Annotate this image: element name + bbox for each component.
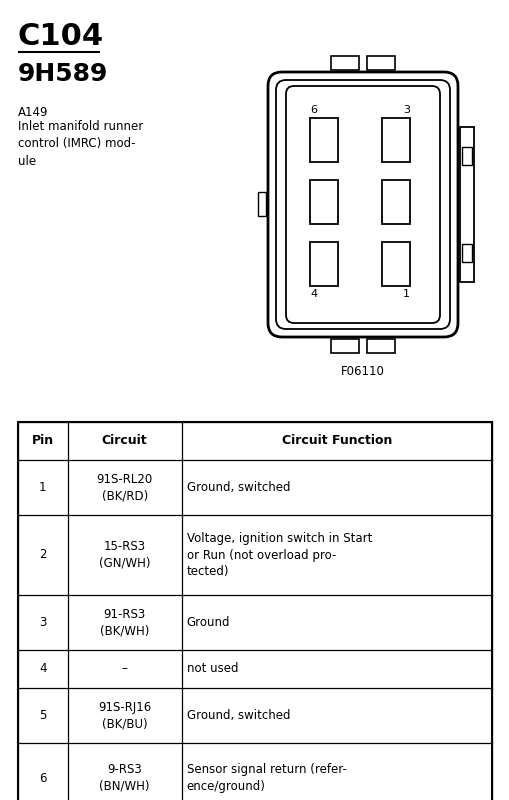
FancyBboxPatch shape	[286, 86, 439, 323]
Text: Voltage, ignition switch in Start
or Run (not overload pro-
tected): Voltage, ignition switch in Start or Run…	[186, 532, 371, 578]
Text: 2: 2	[39, 549, 46, 562]
Text: 5: 5	[39, 709, 46, 722]
Text: Circuit: Circuit	[102, 434, 147, 447]
Text: 1: 1	[39, 481, 46, 494]
Text: 3: 3	[402, 105, 409, 115]
Bar	[309, 180, 337, 224]
Bar	[309, 118, 337, 162]
Text: –: –	[122, 662, 127, 675]
Bar	[366, 339, 394, 353]
Text: 9-RS3
(BN/WH): 9-RS3 (BN/WH)	[99, 763, 150, 793]
Text: 3: 3	[39, 616, 46, 629]
Text: 9H589: 9H589	[18, 62, 108, 86]
Text: 4: 4	[309, 289, 317, 299]
Text: not used: not used	[186, 662, 238, 675]
Text: Ground: Ground	[186, 616, 230, 629]
FancyBboxPatch shape	[267, 72, 457, 337]
Text: Pin: Pin	[32, 434, 54, 447]
Bar	[258, 192, 266, 216]
Text: F06110: F06110	[341, 365, 384, 378]
Bar	[381, 242, 409, 286]
Bar	[18, 422, 491, 800]
Text: Sensor signal return (refer-
ence/ground): Sensor signal return (refer- ence/ground…	[186, 763, 346, 793]
FancyBboxPatch shape	[275, 80, 449, 329]
Bar	[461, 147, 471, 165]
Bar	[459, 127, 473, 282]
Bar	[366, 56, 394, 70]
Text: 1: 1	[402, 289, 409, 299]
Text: Inlet manifold runner
control (IMRC) mod-
ule: Inlet manifold runner control (IMRC) mod…	[18, 120, 143, 168]
Text: C104: C104	[18, 22, 104, 51]
Text: 15-RS3
(GN/WH): 15-RS3 (GN/WH)	[99, 540, 150, 570]
Text: 91S-RJ16
(BK/BU): 91S-RJ16 (BK/BU)	[98, 701, 151, 730]
Text: 6: 6	[39, 771, 46, 785]
Text: Circuit Function: Circuit Function	[281, 434, 391, 447]
Text: 91S-RL20
(BK/RD): 91S-RL20 (BK/RD)	[96, 473, 153, 502]
Text: A149: A149	[18, 106, 48, 119]
Bar	[330, 56, 358, 70]
Text: 6: 6	[309, 105, 317, 115]
Text: 4: 4	[39, 662, 46, 675]
Text: Ground, switched: Ground, switched	[186, 709, 290, 722]
Text: 91-RS3
(BK/WH): 91-RS3 (BK/WH)	[100, 608, 149, 638]
Bar	[461, 244, 471, 262]
Text: Ground, switched: Ground, switched	[186, 481, 290, 494]
Bar	[330, 339, 358, 353]
Bar	[381, 180, 409, 224]
Bar	[381, 118, 409, 162]
Bar	[309, 242, 337, 286]
